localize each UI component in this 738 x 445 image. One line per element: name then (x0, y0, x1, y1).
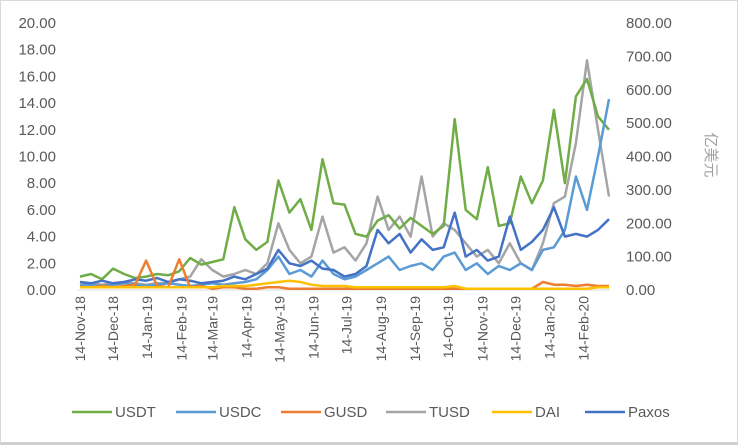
left-y-tick-label: 2.00 (27, 255, 56, 272)
legend-label: TUSD (429, 404, 470, 421)
right-y-tick-label: 800.00 (626, 15, 672, 32)
x-tick-label: 14-Nov-19 (474, 296, 490, 362)
series-lines (79, 59, 611, 290)
x-tick-label: 14-Mar-19 (204, 296, 220, 361)
left-y-tick-label: 6.00 (27, 202, 56, 219)
series-line-paxos (79, 205, 610, 285)
x-tick-label: 14-Jul-19 (339, 296, 355, 355)
legend-item-paxos[interactable]: Paxos (585, 404, 670, 421)
x-tick-label: 14-Dec-18 (105, 296, 121, 362)
legend-label: GUSD (324, 404, 368, 421)
series-line-dai (80, 279, 609, 290)
left-y-axis: 0.00 2.00 4.00 6.00 8.00 10.00 12.00 14.00 16.00… (18, 15, 56, 299)
right-y-tick-label: 0.00 (626, 282, 655, 299)
x-tick-label: 14-Nov-18 (72, 296, 88, 362)
left-y-tick-label: 0.00 (27, 282, 56, 299)
legend: USDT USDC GUSD TUSD DAI Paxos (72, 404, 670, 421)
right-y-axis-title: 亿美元 (702, 132, 719, 177)
right-y-axis: 0.00 100.00 200.00 300.00 400.00 500.00 600.00… (626, 15, 672, 299)
left-y-tick-label: 12.00 (18, 122, 56, 139)
x-tick-label: 14-Jan-19 (139, 296, 155, 359)
left-y-tick-label: 18.00 (18, 42, 56, 59)
x-axis: 14-Nov-18 14-Dec-18 14-Jan-19 14-Feb-19 14-M… (72, 296, 592, 363)
left-y-tick-label: 10.00 (18, 149, 56, 166)
series-line-usdc (79, 98, 611, 288)
right-y-tick-label: 200.00 (626, 215, 672, 232)
left-y-tick-label: 4.00 (27, 229, 56, 246)
x-tick-label: 14-Feb-20 (576, 296, 592, 361)
x-tick-label: 14-Jun-19 (306, 296, 322, 359)
legend-item-dai[interactable]: DAI (492, 404, 560, 421)
left-y-tick-label: 16.00 (18, 68, 56, 85)
legend-label: Paxos (628, 404, 670, 421)
x-tick-label: 14-Dec-19 (507, 296, 523, 362)
legend-label: DAI (535, 404, 560, 421)
right-y-tick-label: 100.00 (626, 249, 672, 266)
left-y-tick-label: 14.00 (18, 95, 56, 112)
series-line-usdt (79, 77, 610, 281)
legend-item-gusd[interactable]: GUSD (281, 404, 368, 421)
legend-item-usdc[interactable]: USDC (176, 404, 262, 421)
x-tick-label: 14-Jan-20 (541, 296, 557, 359)
right-y-tick-label: 500.00 (626, 115, 672, 132)
x-tick-label: 14-Sep-19 (407, 296, 423, 362)
x-tick-label: 14-Oct-19 (440, 296, 456, 358)
legend-item-usdt[interactable]: USDT (72, 404, 156, 421)
right-y-tick-label: 300.00 (626, 182, 672, 199)
x-tick-label: 14-Apr-19 (238, 296, 254, 358)
right-y-tick-label: 400.00 (626, 149, 672, 166)
series-line-tusd (79, 59, 611, 286)
legend-label: USDT (115, 404, 156, 421)
left-y-tick-label: 20.00 (18, 15, 56, 32)
left-y-tick-label: 8.00 (27, 175, 56, 192)
right-y-tick-label: 700.00 (626, 48, 672, 65)
x-tick-label: 14-Aug-19 (373, 296, 389, 362)
legend-item-tusd[interactable]: TUSD (386, 404, 470, 421)
x-tick-label: 14-Feb-19 (173, 296, 189, 361)
right-y-tick-label: 600.00 (626, 82, 672, 99)
x-tick-label: 14-May-19 (271, 296, 287, 363)
legend-label: USDC (219, 404, 262, 421)
